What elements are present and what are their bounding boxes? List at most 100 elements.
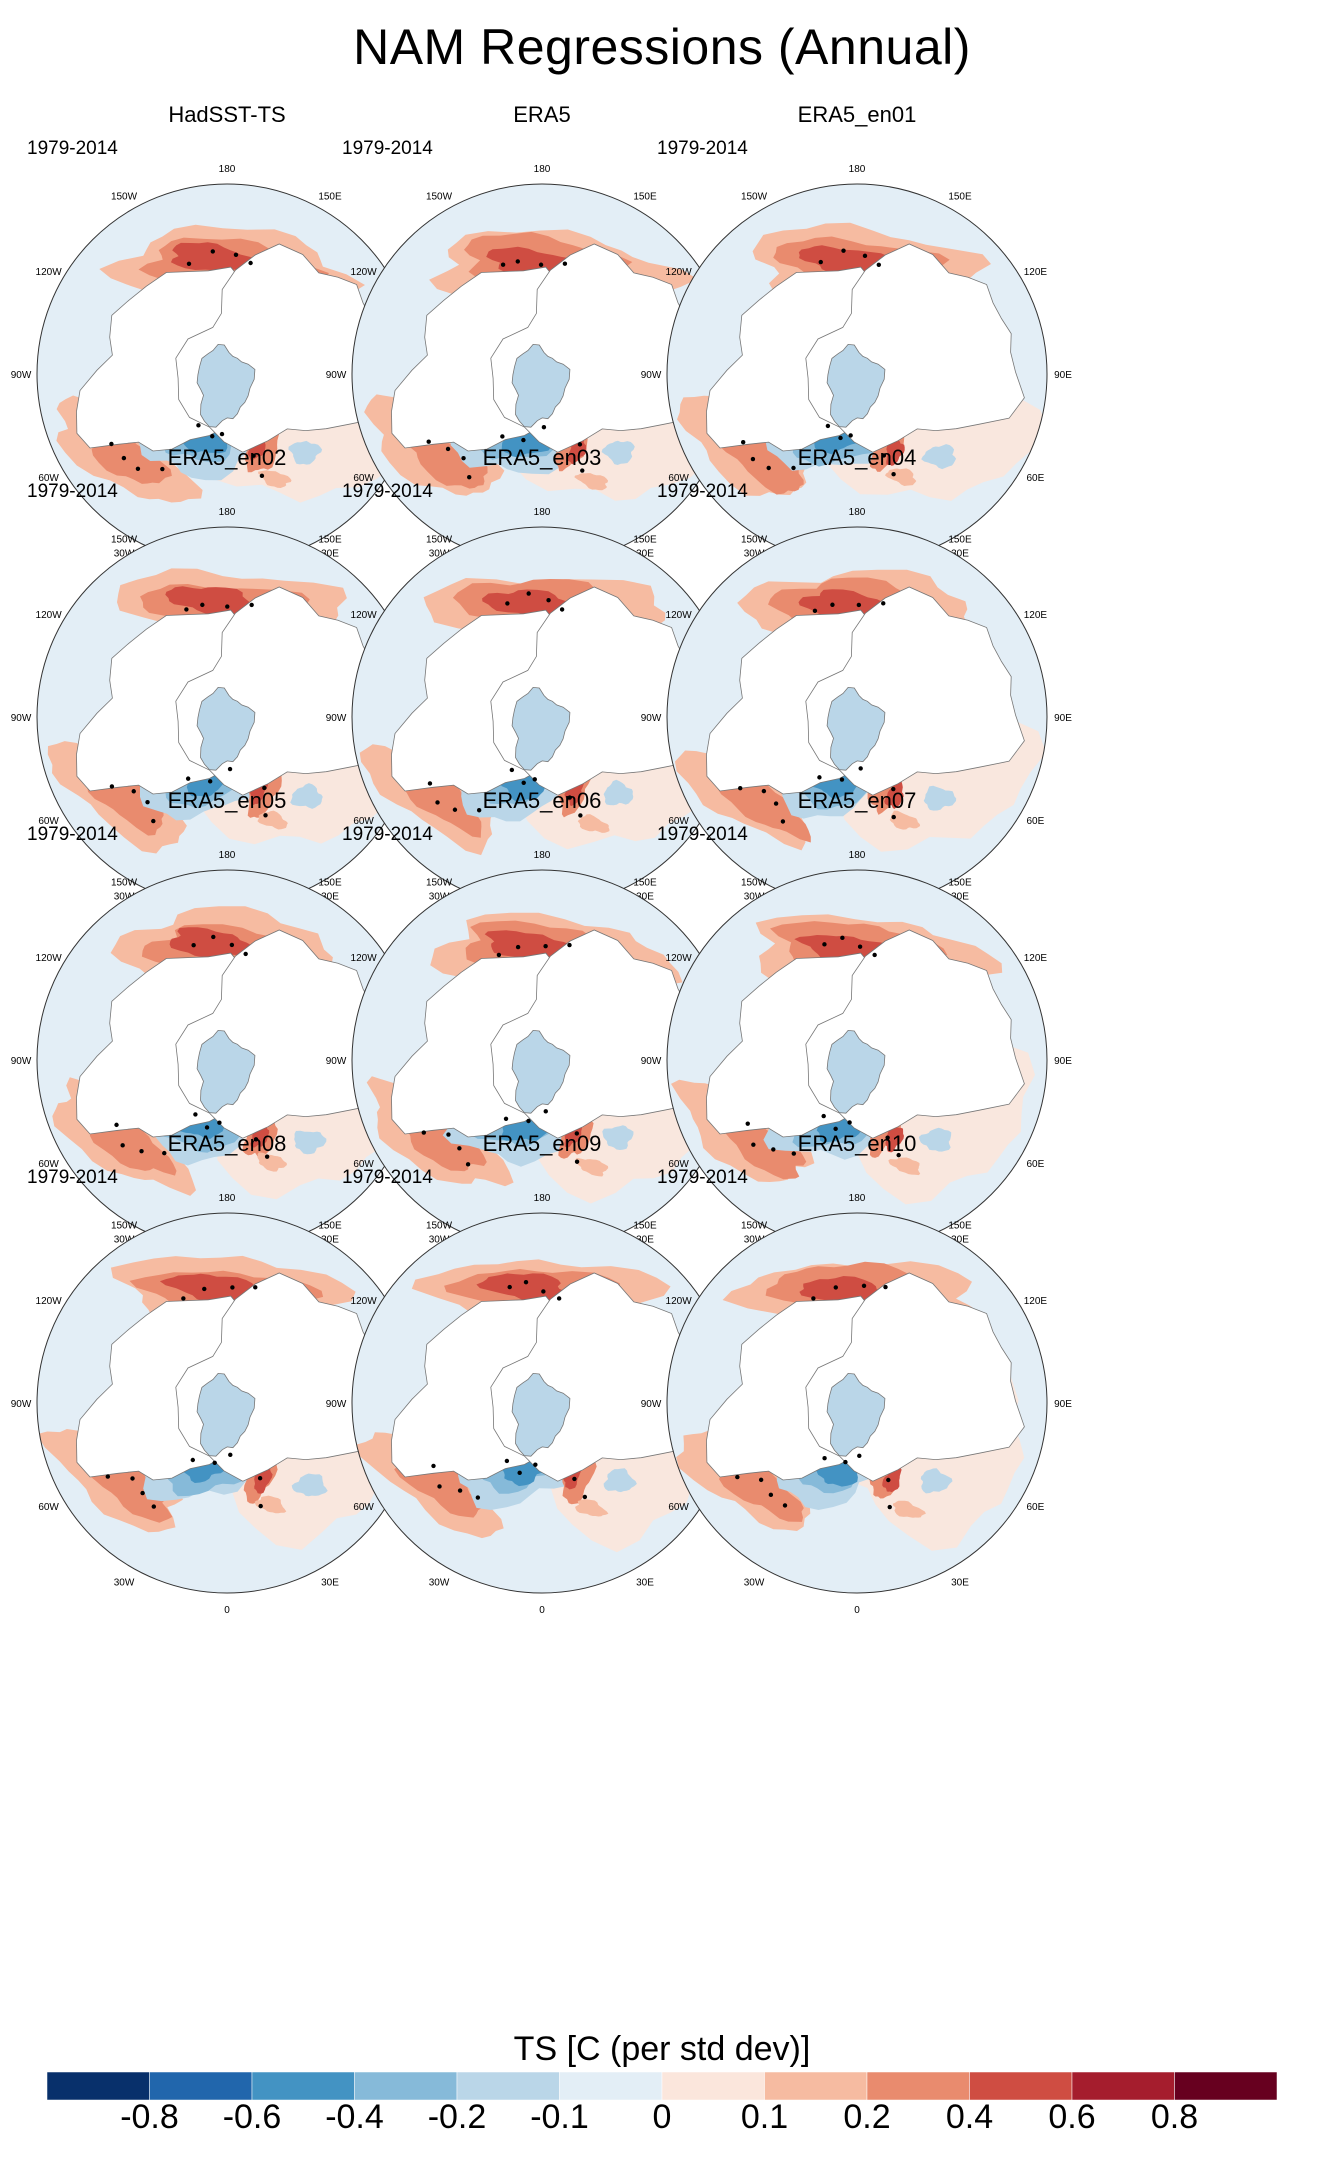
longitude-label: 150W — [111, 878, 138, 889]
colorbar-tick-label: -0.2 — [427, 2098, 487, 2136]
panel-period: 1979-2014 — [27, 138, 118, 159]
significance-dot — [515, 259, 520, 264]
significance-dot — [559, 607, 565, 612]
significance-dot — [822, 942, 827, 947]
landmass-greenland — [511, 686, 571, 771]
significance-dot — [505, 601, 510, 606]
panel-title: ERA5_en01 — [797, 102, 917, 127]
longitude-label: 120W — [666, 267, 693, 278]
longitude-label: 120W — [36, 953, 63, 964]
panel-title: ERA5_en02 — [167, 445, 287, 470]
colorbar-swatch — [456, 2072, 560, 2100]
map-field — [37, 527, 417, 907]
map-field — [667, 527, 1047, 907]
colorbar-tick-label: 0.2 — [843, 2098, 891, 2136]
longitude-label: 120W — [36, 1296, 63, 1307]
longitude-label: 90W — [326, 370, 347, 381]
significance-dot — [139, 1148, 144, 1154]
significance-dot — [857, 944, 863, 949]
longitude-label: 0 — [539, 1605, 545, 1616]
significance-dot — [582, 1494, 588, 1500]
significance-dot — [219, 431, 225, 437]
longitude-label: 90W — [326, 1056, 347, 1067]
significance-dot — [264, 1154, 270, 1159]
panel-period: 1979-2014 — [657, 138, 748, 159]
longitude-label: 30W — [114, 891, 135, 902]
landmass-greenland — [196, 1029, 256, 1114]
longitude-label: 150E — [633, 192, 657, 203]
significance-dot — [193, 1112, 198, 1117]
longitude-label: 180 — [219, 507, 236, 518]
significance-dot — [821, 1113, 826, 1119]
landmass-greenland — [196, 1372, 256, 1457]
significance-dot — [210, 249, 215, 254]
significance-dot — [751, 1142, 756, 1147]
colorbar-swatch — [866, 2072, 970, 2100]
significance-dot — [191, 942, 196, 948]
longitude-label: 60W — [353, 473, 374, 484]
significance-dot — [517, 1470, 522, 1476]
anomaly-contour — [574, 473, 609, 491]
anomaly-contour — [575, 1499, 609, 1517]
longitude-label: 30W — [429, 891, 450, 902]
longitude-label: 150E — [948, 878, 972, 889]
colorbar-tick-label: 0.8 — [1150, 2098, 1199, 2136]
significance-dot — [114, 1122, 119, 1128]
panel-period: 1979-2014 — [342, 481, 433, 502]
longitude-label: 90W — [326, 713, 347, 724]
significance-dot — [445, 446, 451, 452]
longitude-label: 30W — [744, 1577, 765, 1588]
anomaly-contour — [258, 470, 292, 488]
map-field — [667, 870, 1047, 1250]
significance-dot — [745, 1121, 750, 1126]
significance-dot — [151, 818, 156, 824]
longitude-label: 90W — [641, 370, 662, 381]
significance-dot — [521, 780, 526, 785]
longitude-label: 150E — [318, 878, 342, 889]
longitude-label: 150W — [741, 192, 768, 203]
longitude-label: 60E — [1027, 1159, 1045, 1170]
significance-dot — [162, 1150, 167, 1156]
significance-dot — [120, 1143, 125, 1148]
longitude-label: 150W — [426, 192, 453, 203]
colorbar-swatch — [354, 2072, 458, 2100]
significance-dot — [202, 1286, 207, 1292]
longitude-label: 120W — [666, 1296, 693, 1307]
significance-dot — [896, 1152, 901, 1158]
longitude-label: 0 — [854, 1605, 860, 1616]
significance-dot — [437, 1484, 442, 1489]
longitude-label: 60E — [1027, 816, 1045, 827]
anomaly-contour — [254, 1495, 287, 1514]
significance-dot — [881, 601, 886, 606]
longitude-label: 150E — [318, 192, 342, 203]
significance-dot — [257, 1476, 263, 1481]
longitude-label: 150W — [426, 878, 453, 889]
significance-dot — [151, 1504, 157, 1509]
significance-dot — [135, 466, 141, 471]
significance-dot — [227, 766, 233, 772]
longitude-label: 150W — [741, 535, 768, 546]
significance-dot — [735, 1474, 740, 1480]
panel-period: 1979-2014 — [342, 1167, 433, 1188]
significance-dot — [825, 423, 831, 429]
colorbar-tick-label: 0.4 — [945, 2098, 994, 2136]
significance-dot — [196, 423, 201, 428]
longitude-label: 90E — [1054, 1056, 1072, 1067]
longitude-label: 90W — [11, 713, 32, 724]
significance-dot — [891, 814, 896, 820]
anomaly-contour — [920, 1468, 953, 1494]
longitude-label: 30W — [429, 1577, 450, 1588]
colorbar-tick-label: 0.1 — [740, 2098, 789, 2136]
significance-dot — [840, 935, 845, 941]
anomaly-contour — [482, 589, 572, 621]
longitude-label: 30E — [321, 1577, 339, 1588]
significance-dot — [541, 1289, 546, 1294]
significance-dot — [758, 1477, 764, 1483]
longitude-label: 90W — [326, 1399, 347, 1410]
significance-dot — [838, 435, 843, 441]
